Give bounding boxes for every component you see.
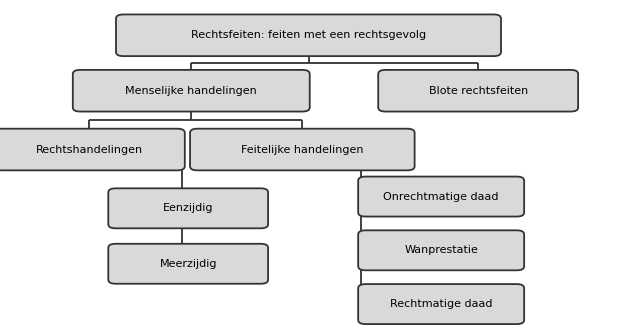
FancyBboxPatch shape: [116, 14, 501, 56]
FancyBboxPatch shape: [0, 129, 185, 170]
FancyBboxPatch shape: [108, 244, 268, 284]
Text: Rechtmatige daad: Rechtmatige daad: [390, 299, 492, 309]
FancyBboxPatch shape: [108, 188, 268, 228]
FancyBboxPatch shape: [378, 70, 578, 112]
FancyBboxPatch shape: [358, 230, 524, 270]
Text: Meerzijdig: Meerzijdig: [159, 259, 217, 269]
Text: Feitelijke handelingen: Feitelijke handelingen: [241, 144, 363, 155]
Text: Rechtshandelingen: Rechtshandelingen: [36, 144, 143, 155]
FancyBboxPatch shape: [190, 129, 415, 170]
Text: Wanprestatie: Wanprestatie: [404, 245, 478, 255]
FancyBboxPatch shape: [358, 284, 524, 324]
FancyBboxPatch shape: [73, 70, 310, 112]
FancyBboxPatch shape: [358, 177, 524, 217]
Text: Blote rechtsfeiten: Blote rechtsfeiten: [429, 86, 528, 96]
Text: Onrechtmatige daad: Onrechtmatige daad: [383, 192, 499, 202]
Text: Rechtsfeiten: feiten met een rechtsgevolg: Rechtsfeiten: feiten met een rechtsgevol…: [191, 30, 426, 40]
Text: Eenzijdig: Eenzijdig: [163, 203, 213, 213]
Text: Menselijke handelingen: Menselijke handelingen: [125, 86, 257, 96]
